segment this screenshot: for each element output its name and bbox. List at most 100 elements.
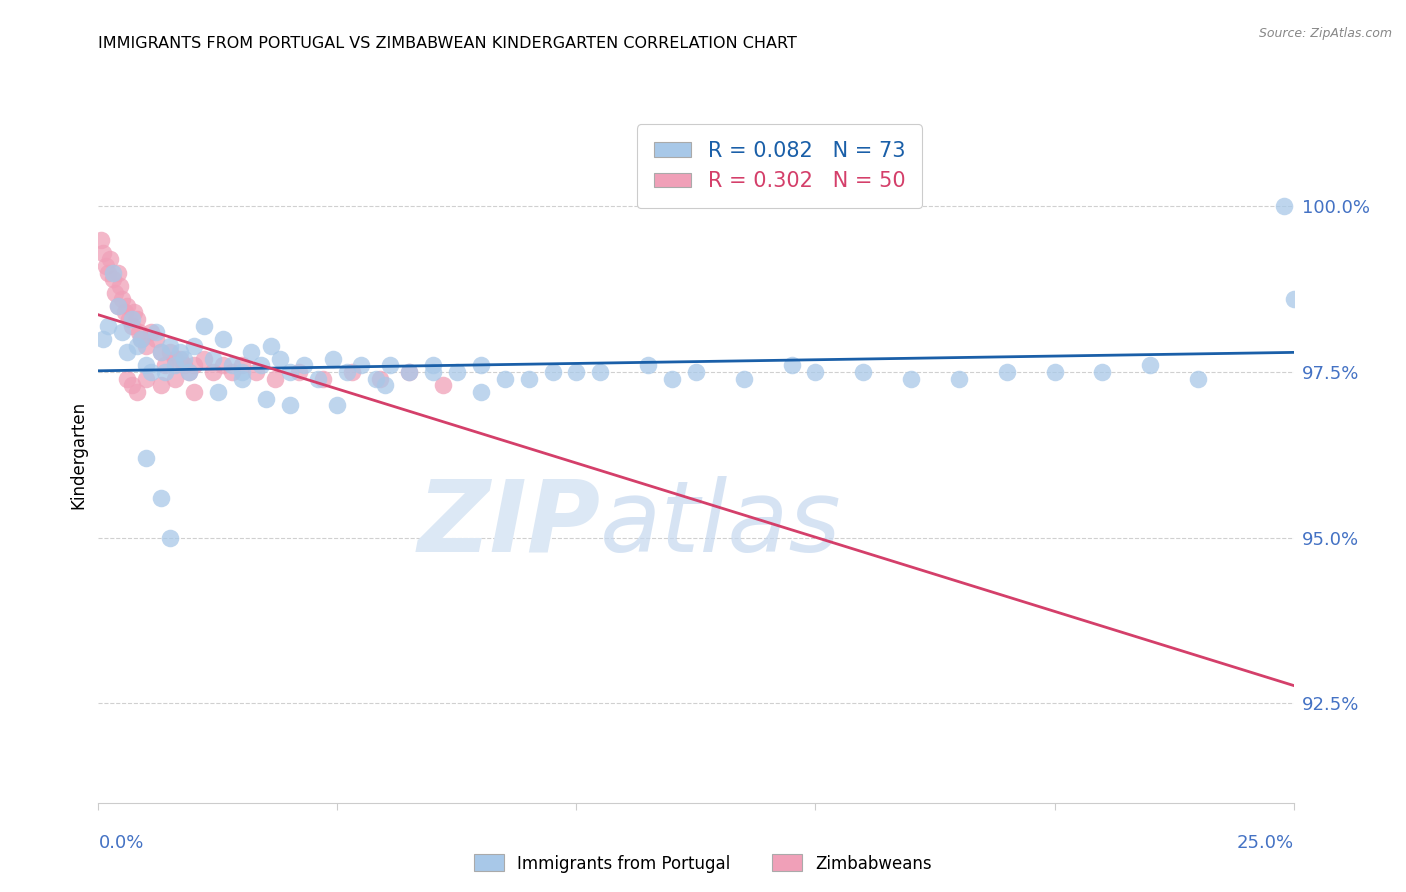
Point: [128, 326, 150, 340]
Point: [312, 372, 335, 386]
Point: [90, 233, 112, 247]
Point: [804, 365, 827, 379]
Point: [135, 338, 157, 352]
Point: [169, 345, 191, 359]
Point: [163, 359, 186, 373]
Point: [169, 351, 191, 366]
Point: [97, 266, 120, 280]
Point: [155, 365, 177, 379]
Point: [231, 359, 253, 373]
Point: [173, 359, 195, 373]
Point: [202, 351, 225, 366]
Point: [231, 365, 253, 379]
Point: [135, 372, 157, 386]
Point: [374, 378, 396, 392]
Point: [101, 272, 124, 286]
Point: [124, 305, 146, 319]
Point: [378, 359, 401, 373]
Point: [565, 365, 588, 379]
Point: [470, 359, 492, 373]
Point: [91, 332, 114, 346]
Point: [97, 318, 120, 333]
Point: [250, 359, 273, 373]
Point: [111, 292, 134, 306]
Point: [336, 365, 359, 379]
Legend: Immigrants from Portugal, Zimbabweans: Immigrants from Portugal, Zimbabweans: [467, 847, 939, 880]
Point: [104, 285, 127, 300]
Point: [107, 299, 129, 313]
Point: [292, 359, 315, 373]
Point: [125, 384, 148, 399]
Point: [118, 312, 141, 326]
Point: [145, 326, 167, 340]
Point: [115, 299, 138, 313]
Point: [422, 365, 444, 379]
Point: [637, 359, 659, 373]
Point: [115, 372, 138, 386]
Point: [94, 259, 117, 273]
Point: [231, 372, 253, 386]
Point: [364, 372, 387, 386]
Point: [221, 365, 243, 379]
Point: [163, 372, 186, 386]
Point: [121, 312, 143, 326]
Point: [155, 359, 177, 373]
Point: [221, 359, 243, 373]
Point: [494, 372, 516, 386]
Point: [517, 372, 540, 386]
Point: [211, 359, 233, 373]
Text: 25.0%: 25.0%: [1236, 834, 1294, 852]
Point: [115, 345, 138, 359]
Point: [900, 372, 922, 386]
Text: ZIP: ZIP: [418, 476, 600, 573]
Text: atlas: atlas: [600, 476, 842, 573]
Point: [91, 245, 114, 260]
Point: [193, 318, 215, 333]
Point: [207, 384, 229, 399]
Point: [101, 266, 124, 280]
Point: [240, 345, 263, 359]
Point: [183, 384, 205, 399]
Point: [470, 384, 492, 399]
Point: [269, 351, 291, 366]
Point: [107, 266, 129, 280]
Point: [193, 351, 215, 366]
Point: [159, 345, 181, 359]
Point: [131, 332, 153, 346]
Point: [422, 359, 444, 373]
Text: Source: ZipAtlas.com: Source: ZipAtlas.com: [1258, 27, 1392, 40]
Point: [145, 332, 167, 346]
Point: [370, 372, 392, 386]
Point: [259, 338, 281, 352]
Text: 0.0%: 0.0%: [98, 834, 143, 852]
Point: [264, 372, 287, 386]
Point: [432, 378, 454, 392]
Point: [149, 345, 172, 359]
Point: [780, 359, 803, 373]
Point: [852, 365, 875, 379]
Legend: R = 0.082   N = 73, R = 0.302   N = 50: R = 0.082 N = 73, R = 0.302 N = 50: [637, 124, 922, 208]
Point: [1043, 365, 1066, 379]
Point: [307, 372, 329, 386]
Point: [326, 398, 349, 412]
Point: [1282, 292, 1305, 306]
Point: [139, 326, 162, 340]
Point: [1272, 199, 1295, 213]
Text: IMMIGRANTS FROM PORTUGAL VS ZIMBABWEAN KINDERGARTEN CORRELATION CHART: IMMIGRANTS FROM PORTUGAL VS ZIMBABWEAN K…: [98, 36, 797, 51]
Point: [350, 359, 373, 373]
Point: [131, 332, 153, 346]
Point: [278, 365, 301, 379]
Point: [108, 279, 131, 293]
Point: [398, 365, 420, 379]
Point: [114, 305, 136, 319]
Y-axis label: Kindergarten: Kindergarten: [69, 401, 87, 509]
Point: [121, 318, 143, 333]
Point: [202, 365, 225, 379]
Point: [121, 378, 143, 392]
Point: [159, 338, 181, 352]
Point: [245, 365, 267, 379]
Point: [149, 378, 172, 392]
Point: [125, 312, 148, 326]
Point: [159, 531, 181, 545]
Point: [149, 345, 172, 359]
